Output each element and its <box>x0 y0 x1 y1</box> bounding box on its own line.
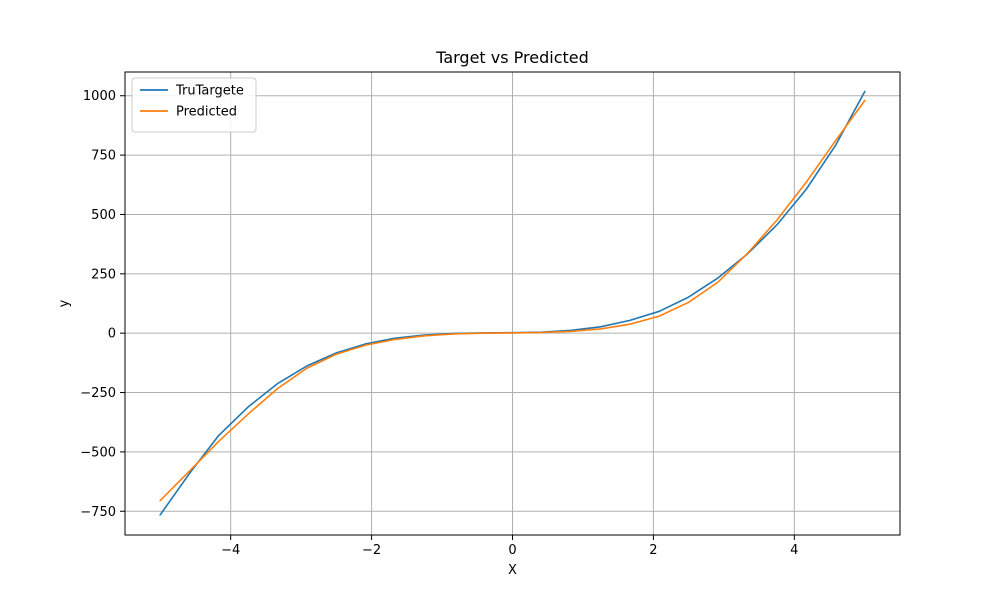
legend-label: TruTargete <box>175 84 244 99</box>
x-axis-label: X <box>508 563 517 578</box>
y-tick: −500 <box>80 445 125 460</box>
x-tick: −2 <box>362 535 381 558</box>
x-tick: 0 <box>508 535 517 558</box>
legend: TruTargete Predicted <box>131 77 257 133</box>
series-layer <box>159 90 866 516</box>
y-tick: −750 <box>80 505 125 520</box>
x-axis-ticks: −4 −2 0 2 4 <box>221 535 798 558</box>
x-tick-label: 2 <box>649 543 657 558</box>
y-tick-label: 750 <box>91 149 116 164</box>
series-line-predicted <box>159 99 866 502</box>
y-tick-label: 0 <box>108 327 116 342</box>
y-axis-ticks: −750 −500 −250 0 250 500 750 1000 <box>80 89 125 520</box>
y-tick-label: −500 <box>80 445 116 460</box>
x-tick: −4 <box>221 535 240 558</box>
chart-title: Target vs Predicted <box>435 48 589 67</box>
y-tick-label: −250 <box>80 386 116 401</box>
x-tick: 2 <box>649 535 658 558</box>
y-tick-label: 1000 <box>83 89 116 104</box>
y-tick: −250 <box>80 386 125 401</box>
y-tick-label: 500 <box>91 208 116 223</box>
legend-box <box>131 77 257 133</box>
y-tick: 1000 <box>83 89 125 104</box>
y-tick: 750 <box>91 149 125 164</box>
x-tick-label: 0 <box>508 543 516 558</box>
y-tick: 250 <box>91 267 125 282</box>
x-tick-label: 4 <box>790 543 798 558</box>
y-tick-label: 250 <box>91 267 116 282</box>
legend-label: Predicted <box>176 105 237 120</box>
y-tick-label: −750 <box>80 505 116 520</box>
y-axis-label: y <box>57 299 72 307</box>
x-tick-label: −4 <box>221 543 240 558</box>
y-tick: 500 <box>91 208 125 223</box>
y-tick: 0 <box>108 327 125 342</box>
x-tick: 4 <box>790 535 798 558</box>
x-tick-label: −2 <box>362 543 381 558</box>
